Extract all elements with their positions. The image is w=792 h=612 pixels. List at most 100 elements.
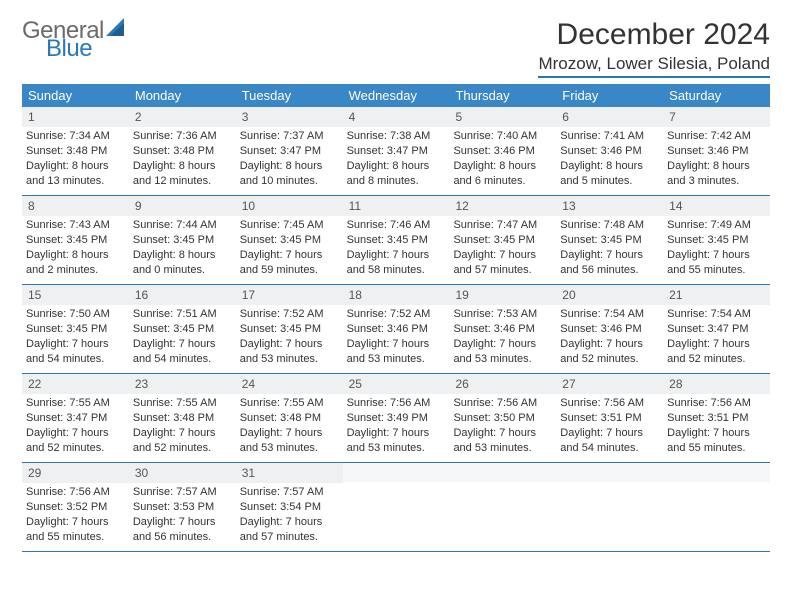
day-number: 28	[663, 374, 770, 394]
day-number: 22	[22, 374, 129, 394]
daylight-text: and 10 minutes.	[240, 174, 339, 189]
daylight-text: and 52 minutes.	[560, 352, 659, 367]
day-number: 24	[236, 374, 343, 394]
day-number: 9	[129, 196, 236, 216]
daylight-text: and 53 minutes.	[240, 352, 339, 367]
day-cell: 12Sunrise: 7:47 AMSunset: 3:45 PMDayligh…	[449, 196, 556, 284]
day-number	[556, 463, 663, 482]
day-cell: 23Sunrise: 7:55 AMSunset: 3:48 PMDayligh…	[129, 374, 236, 462]
day-body: Sunrise: 7:54 AMSunset: 3:46 PMDaylight:…	[556, 305, 663, 372]
day-number: 20	[556, 285, 663, 305]
day-cell: 29Sunrise: 7:56 AMSunset: 3:52 PMDayligh…	[22, 463, 129, 551]
sunset-text: Sunset: 3:47 PM	[240, 144, 339, 159]
daylight-text: Daylight: 7 hours	[560, 426, 659, 441]
day-cell: 25Sunrise: 7:56 AMSunset: 3:49 PMDayligh…	[343, 374, 450, 462]
daylight-text: and 54 minutes.	[560, 441, 659, 456]
day-cell: 16Sunrise: 7:51 AMSunset: 3:45 PMDayligh…	[129, 285, 236, 373]
day-cell: 9Sunrise: 7:44 AMSunset: 3:45 PMDaylight…	[129, 196, 236, 284]
sunset-text: Sunset: 3:47 PM	[667, 322, 766, 337]
sunrise-text: Sunrise: 7:41 AM	[560, 129, 659, 144]
day-cell: 6Sunrise: 7:41 AMSunset: 3:46 PMDaylight…	[556, 107, 663, 195]
day-cell: 31Sunrise: 7:57 AMSunset: 3:54 PMDayligh…	[236, 463, 343, 551]
day-number: 2	[129, 107, 236, 127]
sunset-text: Sunset: 3:46 PM	[560, 144, 659, 159]
day-number	[663, 463, 770, 482]
day-body: Sunrise: 7:55 AMSunset: 3:48 PMDaylight:…	[236, 394, 343, 461]
daylight-text: and 3 minutes.	[667, 174, 766, 189]
day-body: Sunrise: 7:42 AMSunset: 3:46 PMDaylight:…	[663, 127, 770, 194]
day-number	[343, 463, 450, 482]
day-body: Sunrise: 7:55 AMSunset: 3:47 PMDaylight:…	[22, 394, 129, 461]
daylight-text: Daylight: 7 hours	[667, 426, 766, 441]
sunset-text: Sunset: 3:45 PM	[560, 233, 659, 248]
day-cell: 21Sunrise: 7:54 AMSunset: 3:47 PMDayligh…	[663, 285, 770, 373]
day-header-row: Sunday Monday Tuesday Wednesday Thursday…	[22, 84, 770, 107]
sunset-text: Sunset: 3:53 PM	[133, 500, 232, 515]
sunrise-text: Sunrise: 7:44 AM	[133, 218, 232, 233]
day-cell	[449, 463, 556, 551]
sunrise-text: Sunrise: 7:56 AM	[667, 396, 766, 411]
day-cell: 19Sunrise: 7:53 AMSunset: 3:46 PMDayligh…	[449, 285, 556, 373]
daylight-text: Daylight: 8 hours	[26, 159, 125, 174]
day-cell: 24Sunrise: 7:55 AMSunset: 3:48 PMDayligh…	[236, 374, 343, 462]
day-number: 7	[663, 107, 770, 127]
daylight-text: Daylight: 8 hours	[133, 159, 232, 174]
sunrise-text: Sunrise: 7:46 AM	[347, 218, 446, 233]
day-cell: 7Sunrise: 7:42 AMSunset: 3:46 PMDaylight…	[663, 107, 770, 195]
day-number: 26	[449, 374, 556, 394]
day-number: 19	[449, 285, 556, 305]
daylight-text: and 56 minutes.	[560, 263, 659, 278]
header: General Blue December 2024 Mrozow, Lower…	[22, 18, 770, 78]
daylight-text: Daylight: 8 hours	[453, 159, 552, 174]
day-body: Sunrise: 7:49 AMSunset: 3:45 PMDaylight:…	[663, 216, 770, 283]
sunrise-text: Sunrise: 7:56 AM	[560, 396, 659, 411]
daylight-text: and 53 minutes.	[347, 441, 446, 456]
daylight-text: and 57 minutes.	[453, 263, 552, 278]
day-number: 17	[236, 285, 343, 305]
weeks-container: 1Sunrise: 7:34 AMSunset: 3:48 PMDaylight…	[22, 107, 770, 552]
day-number: 10	[236, 196, 343, 216]
sunset-text: Sunset: 3:48 PM	[240, 411, 339, 426]
sunrise-text: Sunrise: 7:53 AM	[453, 307, 552, 322]
day-number: 15	[22, 285, 129, 305]
sunset-text: Sunset: 3:45 PM	[133, 233, 232, 248]
daylight-text: and 8 minutes.	[347, 174, 446, 189]
daylight-text: Daylight: 7 hours	[133, 515, 232, 530]
daylight-text: and 2 minutes.	[26, 263, 125, 278]
sunrise-text: Sunrise: 7:38 AM	[347, 129, 446, 144]
day-body: Sunrise: 7:34 AMSunset: 3:48 PMDaylight:…	[22, 127, 129, 194]
sunset-text: Sunset: 3:45 PM	[26, 233, 125, 248]
day-cell: 4Sunrise: 7:38 AMSunset: 3:47 PMDaylight…	[343, 107, 450, 195]
day-body: Sunrise: 7:48 AMSunset: 3:45 PMDaylight:…	[556, 216, 663, 283]
sunrise-text: Sunrise: 7:56 AM	[453, 396, 552, 411]
sunrise-text: Sunrise: 7:52 AM	[240, 307, 339, 322]
sunrise-text: Sunrise: 7:48 AM	[560, 218, 659, 233]
day-body: Sunrise: 7:45 AMSunset: 3:45 PMDaylight:…	[236, 216, 343, 283]
week-row: 15Sunrise: 7:50 AMSunset: 3:45 PMDayligh…	[22, 285, 770, 374]
day-cell: 5Sunrise: 7:40 AMSunset: 3:46 PMDaylight…	[449, 107, 556, 195]
day-cell: 18Sunrise: 7:52 AMSunset: 3:46 PMDayligh…	[343, 285, 450, 373]
sunrise-text: Sunrise: 7:55 AM	[240, 396, 339, 411]
sunrise-text: Sunrise: 7:51 AM	[133, 307, 232, 322]
day-number: 23	[129, 374, 236, 394]
day-body: Sunrise: 7:43 AMSunset: 3:45 PMDaylight:…	[22, 216, 129, 283]
daylight-text: Daylight: 7 hours	[26, 337, 125, 352]
day-body: Sunrise: 7:57 AMSunset: 3:53 PMDaylight:…	[129, 483, 236, 550]
daylight-text: and 5 minutes.	[560, 174, 659, 189]
day-cell: 3Sunrise: 7:37 AMSunset: 3:47 PMDaylight…	[236, 107, 343, 195]
day-body: Sunrise: 7:38 AMSunset: 3:47 PMDaylight:…	[343, 127, 450, 194]
daylight-text: Daylight: 7 hours	[240, 248, 339, 263]
sunset-text: Sunset: 3:45 PM	[26, 322, 125, 337]
day-body: Sunrise: 7:52 AMSunset: 3:46 PMDaylight:…	[343, 305, 450, 372]
day-body: Sunrise: 7:56 AMSunset: 3:50 PMDaylight:…	[449, 394, 556, 461]
daylight-text: Daylight: 7 hours	[560, 248, 659, 263]
day-cell: 10Sunrise: 7:45 AMSunset: 3:45 PMDayligh…	[236, 196, 343, 284]
day-body: Sunrise: 7:52 AMSunset: 3:45 PMDaylight:…	[236, 305, 343, 372]
sunrise-text: Sunrise: 7:50 AM	[26, 307, 125, 322]
daylight-text: Daylight: 7 hours	[453, 426, 552, 441]
daylight-text: Daylight: 7 hours	[560, 337, 659, 352]
daylight-text: and 13 minutes.	[26, 174, 125, 189]
daylight-text: and 55 minutes.	[667, 263, 766, 278]
day-header: Sunday	[22, 84, 129, 107]
day-cell	[556, 463, 663, 551]
